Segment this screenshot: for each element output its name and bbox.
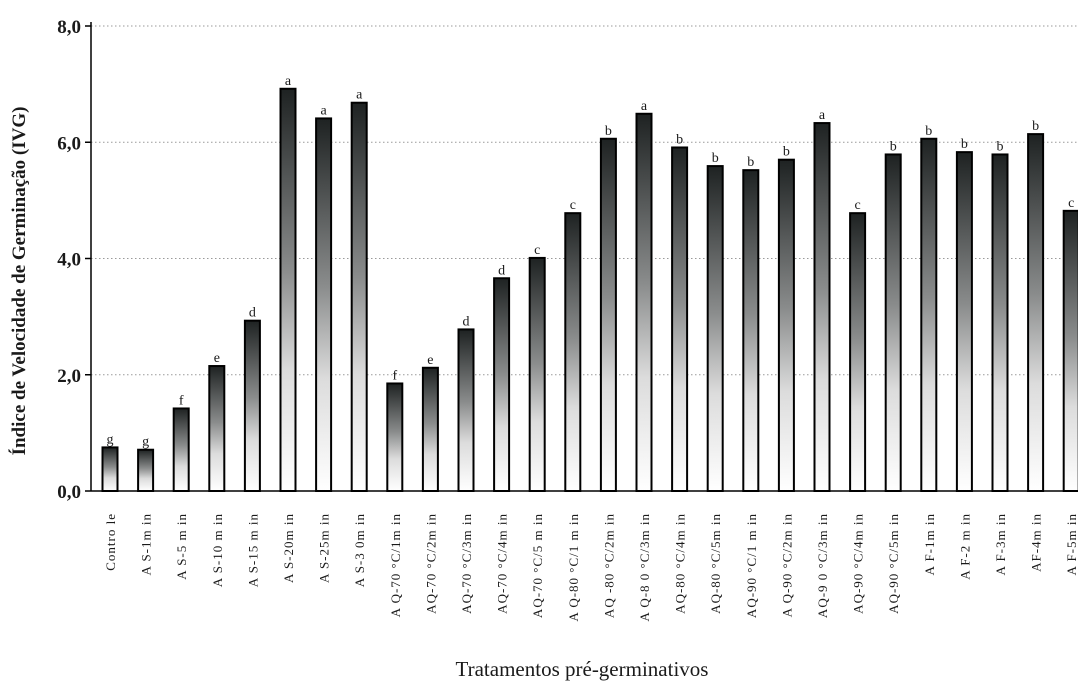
x-tick-label: A S-25m in (317, 513, 332, 583)
bar-significance-letter: b (890, 139, 897, 154)
bar-significance-letter: d (463, 314, 470, 329)
x-axis-label: Tratamentos pré-germinativos (456, 657, 709, 681)
x-tick-label: A S-5 m in (174, 513, 189, 580)
bar-significance-letter: c (570, 198, 576, 213)
x-tick-label: AQ-80 °C/5m in (708, 513, 723, 614)
x-tick-label: AQ-80 °C/4m in (673, 513, 688, 614)
y-tick-labels: 0,0 2,0 4,0 6,0 8,0 (57, 17, 91, 503)
x-tick-label: A Q-80 °C/1 m in (566, 513, 581, 622)
bar (565, 213, 580, 491)
y-axis-label: Índice de Velocidade de Germinação (IVG) (8, 107, 30, 456)
x-tick-label: AQ -80 °C/2m in (601, 513, 616, 618)
bar-significance-letter: e (427, 353, 433, 368)
x-tick-label: A F-5m in (1064, 513, 1078, 575)
x-tick-label: A Q-8 0 °C/3m in (637, 513, 652, 622)
bar (174, 408, 189, 491)
bar (1028, 134, 1043, 491)
bar (743, 170, 758, 491)
x-tick-label: AQ-70 °C/2m in (423, 513, 438, 614)
x-tick-label: A F-1m in (922, 513, 937, 575)
bar (530, 258, 545, 491)
bar-significance-letter: b (605, 124, 612, 139)
x-tick-label: AQ-70 °C/3m in (459, 513, 474, 614)
bar (672, 147, 687, 491)
bar (886, 154, 901, 491)
bar (815, 123, 830, 491)
x-tick-label: A S-3 0m in (352, 513, 367, 587)
x-tick-label: A Q-70 °C/1m in (388, 513, 403, 617)
bar-significance-letter: e (214, 351, 220, 366)
bar-significance-letter: b (997, 139, 1004, 154)
bar-significance-letter: b (961, 137, 968, 152)
bar (352, 103, 367, 491)
bar-significance-letter: b (676, 132, 683, 147)
y-tick-label: 6,0 (57, 133, 81, 154)
x-tick-label: AQ-90 °C/5m in (886, 513, 901, 614)
x-tick-label: AF-4m in (1029, 513, 1044, 572)
bar-significance-letter: a (641, 99, 648, 114)
bar-significance-letter: b (925, 124, 932, 139)
bar-significance-letter: c (534, 243, 540, 258)
x-tick-label: AQ-90 °C/1 m in (744, 513, 759, 618)
bar-significance-letter: b (1032, 119, 1039, 134)
bar-significance-letter: b (747, 155, 754, 170)
x-tick-label: Contro le (103, 513, 118, 571)
bar-significance-letter: g (142, 435, 149, 450)
bar-significance-letter: a (320, 103, 327, 118)
bar (637, 114, 652, 491)
bar-significance-letter: b (783, 145, 790, 160)
x-tick-label: AQ-9 0 °C/3m in (815, 513, 830, 618)
x-tick-label: AQ-90 °C/4m in (851, 513, 866, 614)
bar-significance-letter: g (107, 432, 114, 447)
x-tick-labels: Contro le A S-1m in A S-5 m in A S-10 m in A… (103, 513, 1078, 622)
x-tick-label: AQ-70 °C/4m in (495, 513, 510, 614)
bar (423, 368, 438, 491)
x-tick-label: A S-20m in (281, 513, 296, 583)
x-tick-label: A F-2 m in (957, 513, 972, 580)
bar (708, 166, 723, 491)
bar (316, 118, 331, 491)
bar-significance-letter: a (819, 108, 826, 123)
y-tick-label: 4,0 (57, 250, 81, 271)
bar (281, 89, 296, 491)
y-tick-label: 8,0 (57, 17, 81, 38)
bar (103, 447, 118, 491)
x-tick-label: A Q-90 °C/2m in (779, 513, 794, 617)
bar (601, 139, 616, 491)
bar-significance-letter: a (285, 74, 292, 89)
bar (209, 366, 224, 491)
bar (387, 383, 402, 491)
bar (779, 160, 794, 491)
bar (957, 152, 972, 491)
bar (245, 321, 260, 491)
bar (921, 139, 936, 491)
y-tick-label: 0,0 (57, 482, 81, 503)
bar (138, 450, 153, 491)
x-tick-label: AQ-70 °C/5 m in (530, 513, 545, 618)
bar-significance-letter: a (356, 88, 363, 103)
bar (850, 213, 865, 491)
bar-significance-letter: f (179, 393, 184, 408)
bar-significance-letter: d (498, 263, 505, 278)
bars (103, 89, 1078, 491)
bar-significance-letter: c (1068, 196, 1074, 211)
x-tick-label: A S-15 m in (245, 513, 260, 587)
bar (993, 154, 1008, 491)
bar (1064, 211, 1078, 491)
y-tick-label: 2,0 (57, 366, 81, 387)
x-tick-label: A S-10 m in (210, 513, 225, 587)
bar-significance-letter: f (392, 368, 397, 383)
bar-significance-letter: d (249, 306, 256, 321)
bar (494, 278, 509, 491)
bar (459, 329, 474, 491)
bar-significance-letter: c (854, 198, 860, 213)
bar-significance-letter: b (712, 151, 719, 166)
x-tick-label: A S-1m in (139, 513, 154, 575)
x-tick-label: A F-3m in (993, 513, 1008, 575)
